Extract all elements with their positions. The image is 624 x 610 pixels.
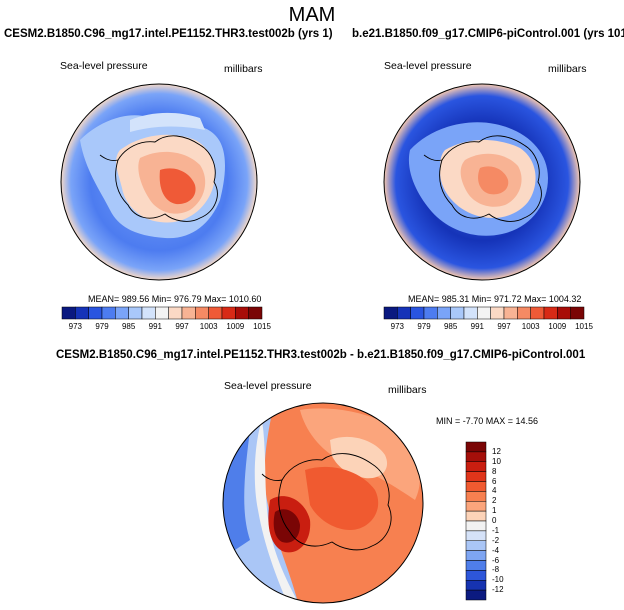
colorbar-swatch bbox=[465, 570, 487, 581]
panel3-variable-label: Sea-level pressure bbox=[224, 380, 312, 392]
colorbar-swatch bbox=[465, 580, 487, 591]
colorbar-tick-label: 991 bbox=[148, 322, 163, 331]
colorbar-tick-label: 979 bbox=[417, 322, 431, 331]
panel1-units-label: millibars bbox=[224, 63, 263, 75]
panel1-title: CESM2.B1850.C96_mg17.intel.PE1152.THR3.t… bbox=[4, 28, 333, 40]
panel2-antarctica-coastline bbox=[423, 135, 542, 222]
panel1-stats: MEAN= 989.56 Min= 976.79 Max= 1010.60 bbox=[88, 294, 262, 304]
colorbar-tick-label: 997 bbox=[497, 322, 511, 331]
panel2-stats: MEAN= 985.31 Min= 971.72 Max= 1004.32 bbox=[408, 294, 582, 304]
colorbar-swatch bbox=[465, 560, 487, 571]
colorbar-tick-label: 1009 bbox=[226, 322, 245, 331]
colorbar-tick-label: 979 bbox=[95, 322, 109, 331]
panel1-colorbar bbox=[61, 306, 263, 320]
panel2-high-pressure-core bbox=[478, 166, 509, 195]
panel3-title: CESM2.B1850.C96_mg17.intel.PE1152.THR3.t… bbox=[56, 349, 586, 361]
panel2-units-label: millibars bbox=[548, 63, 587, 75]
panel3-stats: MIN = -7.70 MAX = 14.56 bbox=[436, 416, 539, 426]
colorbar-swatch bbox=[465, 530, 487, 541]
colorbar-tick-label: 12 bbox=[492, 446, 501, 456]
colorbar-tick-label: 1015 bbox=[253, 322, 271, 331]
figure-title: MAM bbox=[288, 4, 336, 26]
panel3-antarctica-coastline bbox=[261, 453, 392, 551]
colorbar-tick-label: -2 bbox=[492, 535, 500, 545]
panel3-small-positive-patch bbox=[330, 436, 388, 479]
colorbar-tick-label: 985 bbox=[443, 322, 458, 331]
colorbar-tick-label: -8 bbox=[492, 565, 500, 575]
colorbar-tick-label: 997 bbox=[175, 322, 189, 331]
colorbar-tick-label: 1003 bbox=[199, 322, 218, 331]
colorbar-tick-label: 1003 bbox=[521, 322, 540, 331]
colorbar-tick-label: 1 bbox=[492, 506, 497, 516]
colorbar-tick-label: 4 bbox=[492, 486, 497, 496]
colorbar-swatch bbox=[248, 306, 263, 320]
colorbar-tick-label: 973 bbox=[68, 322, 83, 331]
colorbar-tick-label: 985 bbox=[121, 322, 136, 331]
colorbar-swatch bbox=[570, 306, 585, 320]
panel3-zero-contour-band bbox=[254, 420, 302, 603]
panel1-ridge-band bbox=[130, 112, 205, 132]
colorbar-swatch bbox=[465, 451, 487, 462]
colorbar-tick-label: -4 bbox=[492, 545, 500, 555]
colorbar-swatch bbox=[465, 471, 487, 482]
panel2-variable-label: Sea-level pressure bbox=[384, 60, 472, 72]
panel3-colorbar bbox=[465, 441, 487, 601]
colorbar-tick-label: -6 bbox=[492, 555, 500, 565]
colorbar-tick-label: -12 bbox=[492, 585, 504, 595]
panel3-units-label: millibars bbox=[388, 384, 427, 396]
colorbar-swatch bbox=[465, 481, 487, 492]
colorbar-tick-label: -1 bbox=[492, 525, 500, 535]
panel2-colorbar bbox=[383, 306, 585, 320]
colorbar-swatch bbox=[465, 550, 487, 561]
colorbar-swatch bbox=[465, 510, 487, 522]
panel3-map-border bbox=[222, 402, 424, 604]
colorbar-tick-label: 991 bbox=[470, 322, 485, 331]
colorbar-swatch bbox=[465, 589, 487, 601]
panel2-title: b.e21.B1850.f09_g17.CMIP6-piControl.001 … bbox=[352, 28, 624, 40]
panel1-variable-label: Sea-level pressure bbox=[60, 60, 148, 72]
colorbar-tick-label: -10 bbox=[492, 575, 504, 585]
panel1-antarctica-coastline bbox=[99, 135, 218, 222]
colorbar-tick-label: 0 bbox=[492, 516, 497, 525]
colorbar-swatch bbox=[465, 441, 487, 453]
colorbar-tick-label: 8 bbox=[492, 466, 497, 476]
colorbar-tick-label: 6 bbox=[492, 476, 497, 486]
colorbar-swatch bbox=[465, 501, 487, 512]
colorbar-tick-label: 2 bbox=[492, 496, 497, 506]
panel1-high-pressure-core bbox=[159, 168, 196, 205]
colorbar-swatch bbox=[465, 520, 487, 532]
colorbar-swatch bbox=[465, 540, 487, 551]
colorbar-tick-label: 1015 bbox=[575, 322, 593, 331]
panel2-map-border bbox=[383, 83, 581, 281]
panel1-map-border bbox=[60, 83, 258, 281]
colorbar-swatch bbox=[465, 461, 487, 472]
colorbar-tick-label: 1009 bbox=[548, 322, 567, 331]
panel3-continent-anomaly bbox=[305, 466, 379, 530]
panel3-max-anomaly-core bbox=[273, 509, 300, 543]
colorbar-tick-label: 973 bbox=[390, 322, 405, 331]
colorbar-swatch bbox=[465, 491, 487, 502]
colorbar-tick-label: 10 bbox=[492, 456, 501, 466]
